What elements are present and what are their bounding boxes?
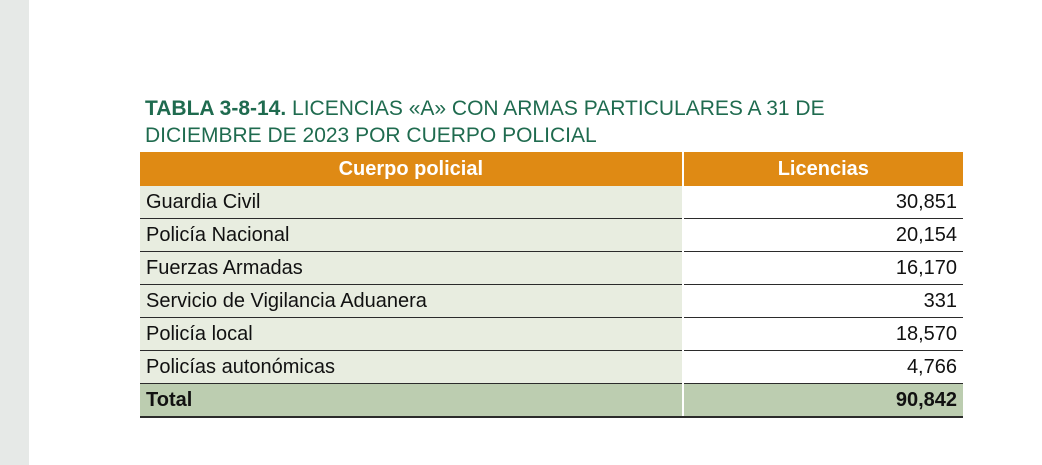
table-code: TABLA 3-8-14.: [145, 97, 287, 120]
row-name: Policía local: [140, 317, 684, 351]
page-margin-strip: [0, 0, 29, 465]
row-value: 20,154: [682, 218, 963, 252]
table-title-text: LICENCIAS «A» CON ARMAS PARTICULARES A 3…: [145, 97, 825, 147]
table-row: Policías autonómicas 4,766: [140, 350, 963, 384]
table-title: TABLA 3-8-14. LICENCIAS «A» CON ARMAS PA…: [145, 95, 905, 149]
licenses-table: Cuerpo policial Licencias Guardia Civil …: [140, 152, 963, 418]
table-header-row: Cuerpo policial Licencias: [140, 152, 963, 186]
total-value: 90,842: [682, 383, 963, 418]
total-label: Total: [140, 383, 684, 418]
row-value: 18,570: [682, 317, 963, 351]
row-value: 16,170: [682, 251, 963, 285]
table-row: Servicio de Vigilancia Aduanera 331: [140, 284, 963, 318]
row-name: Guardia Civil: [140, 186, 684, 219]
column-header-licencias: Licencias: [682, 152, 963, 186]
total-row: Total 90,842: [140, 383, 963, 418]
row-name: Policía Nacional: [140, 218, 684, 252]
row-name: Servicio de Vigilancia Aduanera: [140, 284, 684, 318]
row-value: 30,851: [682, 186, 963, 219]
row-name: Policías autonómicas: [140, 350, 684, 384]
table-row: Fuerzas Armadas 16,170: [140, 251, 963, 285]
table-row: Policía Nacional 20,154: [140, 218, 963, 252]
table-row: Policía local 18,570: [140, 317, 963, 351]
row-value: 4,766: [682, 350, 963, 384]
row-value: 331: [682, 284, 963, 318]
table-row: Guardia Civil 30,851: [140, 186, 963, 219]
row-name: Fuerzas Armadas: [140, 251, 684, 285]
column-header-cuerpo: Cuerpo policial: [140, 152, 684, 186]
